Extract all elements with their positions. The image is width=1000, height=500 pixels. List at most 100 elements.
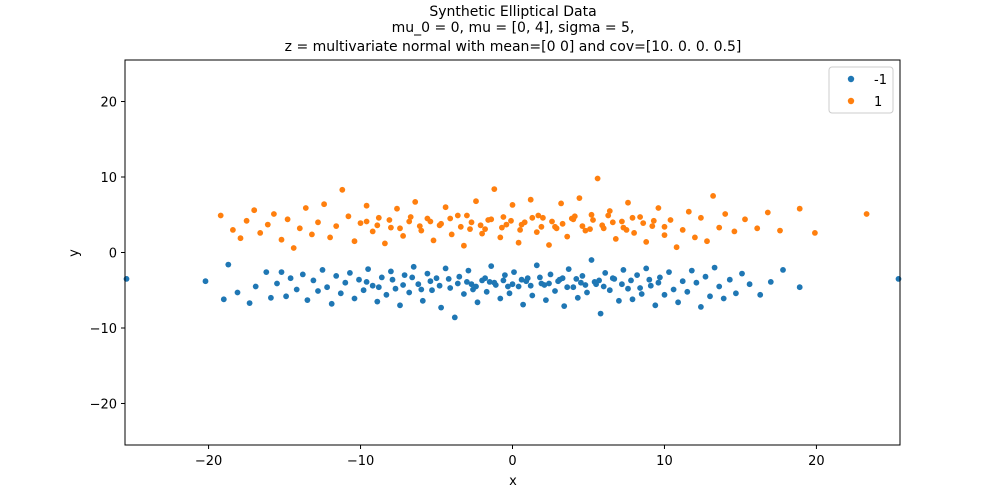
data-point-series-1-114: [609, 219, 616, 226]
x-tick-label: −20: [195, 454, 222, 469]
data-point-series-0-111: [757, 291, 764, 298]
data-point-series-1-68: [643, 239, 650, 245]
data-point-series-1-17: [333, 223, 340, 230]
data-point-series-0-91: [652, 302, 659, 309]
y-axis-label: y: [67, 249, 82, 257]
data-point-series-1-93: [397, 225, 403, 232]
data-point-series-0-26: [356, 276, 362, 283]
data-point-series-0-116: [363, 279, 370, 285]
data-point-series-1-0: [217, 212, 224, 219]
data-point-series-0-69: [552, 288, 558, 294]
data-point-series-1-80: [716, 224, 723, 231]
data-point-series-1-107: [538, 223, 545, 230]
data-point-series-0-140: [591, 279, 598, 285]
data-point-series-1-25: [382, 240, 388, 247]
data-point-series-0-151: [523, 278, 530, 285]
data-point-series-1-71: [661, 232, 668, 239]
data-point-series-0-60: [511, 269, 517, 275]
data-point-series-1-88: [812, 230, 818, 236]
data-point-series-1-69: [649, 223, 656, 230]
data-point-series-0-41: [424, 270, 431, 277]
data-point-series-0-15: [304, 297, 311, 303]
data-point-series-0-72: [565, 266, 572, 272]
data-point-series-0-128: [482, 275, 488, 282]
data-point-series-0-93: [661, 291, 668, 298]
data-point-series-1-123: [517, 227, 523, 233]
data-point-series-0-75: [579, 273, 586, 279]
data-point-series-1-55: [564, 233, 571, 240]
data-point-series-1-76: [692, 234, 698, 241]
data-point-series-0-86: [629, 296, 636, 303]
legend-label-series-neg1: -1: [874, 73, 887, 88]
data-point-series-1-79: [710, 193, 716, 199]
data-point-series-0-134: [537, 274, 543, 281]
data-point-series-0-100: [693, 279, 700, 286]
data-point-series-1-44: [497, 234, 504, 241]
legend-marker-series-1: [847, 97, 855, 105]
data-point-series-1-128: [605, 212, 612, 219]
legend-marker-series-neg1: [847, 75, 855, 83]
data-point-series-0-125: [454, 280, 461, 287]
data-point-series-0-80: [602, 270, 609, 276]
data-point-series-0-3: [225, 261, 232, 268]
data-point-series-0-57: [497, 295, 504, 302]
data-point-series-0-30: [374, 298, 381, 305]
data-point-series-0-90: [647, 282, 654, 289]
data-point-series-0-42: [429, 287, 435, 294]
data-point-series-1-95: [416, 223, 423, 230]
data-point-series-0-10: [278, 269, 285, 275]
data-point-series-1-2: [237, 235, 244, 242]
data-point-series-1-106: [529, 214, 536, 221]
data-point-series-1-120: [464, 212, 470, 219]
data-point-series-1-121: [482, 226, 488, 233]
data-point-series-0-68: [547, 271, 554, 278]
data-point-series-0-106: [720, 295, 727, 302]
data-point-series-0-6: [252, 283, 259, 290]
legend-box: [828, 66, 894, 114]
data-point-series-1-81: [722, 211, 729, 217]
data-point-series-0-48: [456, 273, 463, 280]
data-point-series-1-74: [679, 227, 686, 233]
y-tick-label: −20: [90, 397, 117, 412]
data-point-series-0-150: [505, 283, 511, 290]
data-point-series-1-103: [499, 224, 505, 231]
data-point-series-0-28: [365, 266, 371, 272]
x-axis-label: x: [509, 474, 517, 489]
data-point-series-1-33: [430, 237, 437, 244]
data-point-series-1-31: [418, 227, 425, 234]
data-point-series-1-85: [764, 209, 771, 216]
x-tick-label: 10: [656, 454, 673, 469]
data-point-series-0-11: [283, 293, 289, 300]
data-point-series-0-54: [483, 288, 490, 295]
y-tick-label: 10: [100, 171, 117, 186]
data-point-series-1-21: [357, 220, 364, 227]
data-point-series-0-83: [616, 297, 622, 304]
data-point-series-1-116: [629, 214, 636, 221]
data-point-series-0-105: [716, 283, 723, 290]
data-point-series-1-118: [650, 217, 657, 224]
data-point-series-1-129: [623, 227, 630, 233]
data-point-series-1-60: [594, 175, 601, 182]
data-point-series-1-84: [754, 225, 761, 232]
data-point-series-1-119: [661, 223, 668, 230]
data-point-series-1-49: [527, 196, 534, 203]
data-point-series-1-14: [315, 219, 321, 226]
data-point-series-1-40: [473, 198, 479, 205]
data-point-series-0-8: [268, 294, 274, 301]
data-point-series-0-73: [570, 284, 577, 291]
data-point-series-1-101: [477, 222, 484, 229]
data-point-series-1-20: [351, 238, 358, 245]
data-point-series-0-139: [582, 282, 589, 288]
data-point-series-0-147: [655, 279, 662, 286]
data-point-series-0-22: [337, 290, 344, 297]
data-point-series-1-58: [582, 227, 589, 234]
data-point-series-1-26: [388, 224, 394, 231]
data-point-series-0-4: [234, 289, 241, 296]
data-point-series-0-96: [675, 299, 681, 306]
data-point-series-1-36: [448, 231, 455, 238]
data-point-series-1-117: [640, 220, 647, 227]
data-point-series-1-1: [230, 227, 236, 233]
data-point-series-1-57: [576, 195, 583, 202]
data-point-series-1-100: [468, 219, 475, 226]
data-point-series-1-89: [863, 211, 870, 217]
